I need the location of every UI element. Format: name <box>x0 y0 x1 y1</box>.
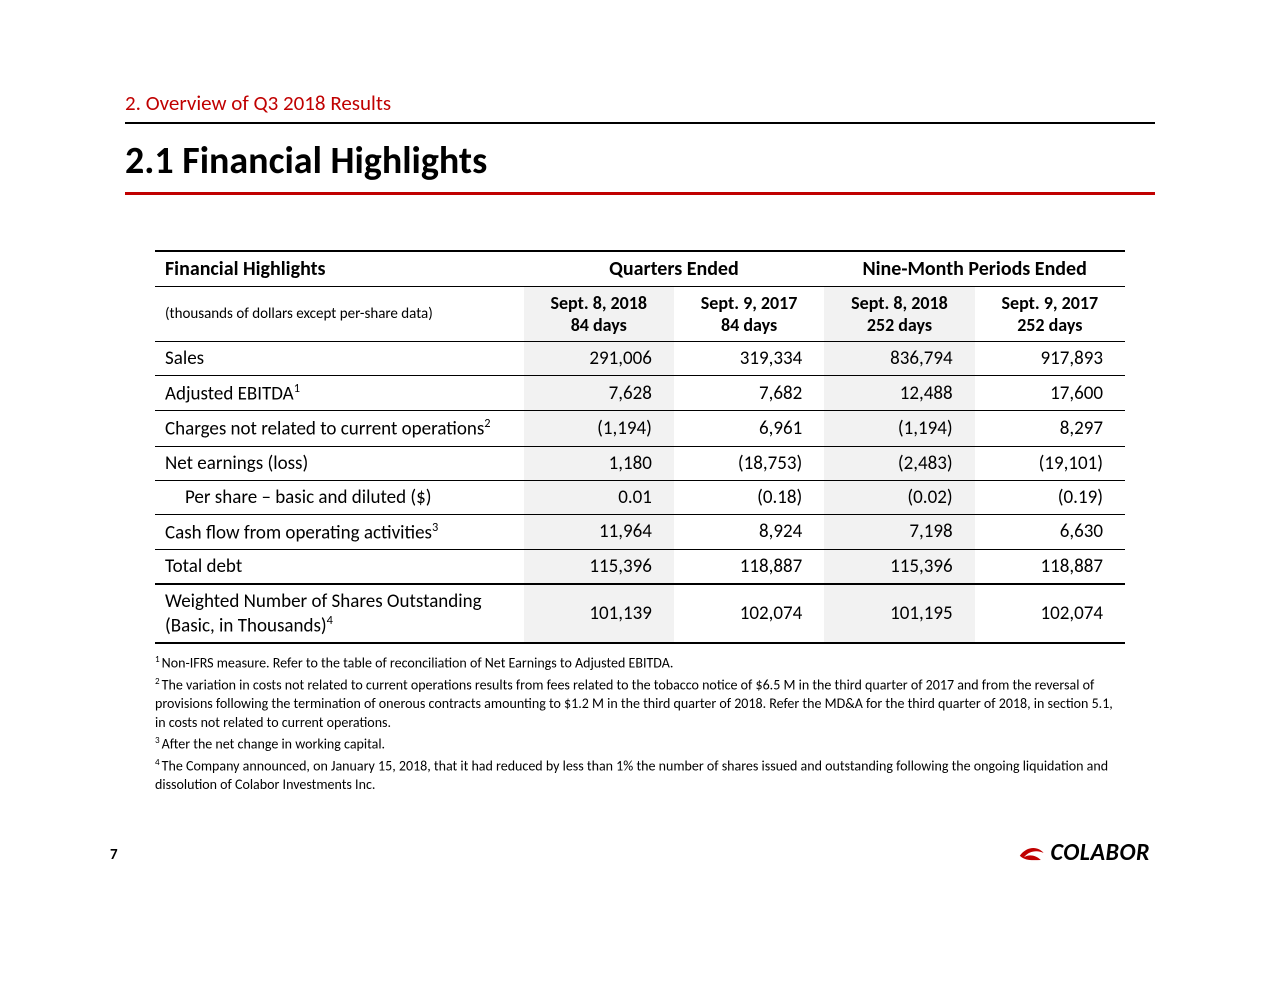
cell-value: (2,483) <box>824 446 974 480</box>
row-label: Cash flow from operating activities3 <box>155 514 524 549</box>
row-label: Per share – basic and diluted ($) <box>155 480 524 514</box>
row-label: Charges not related to current operation… <box>155 411 524 446</box>
cell-value: 7,198 <box>824 514 974 549</box>
page-title: 2.1 Financial Highlights <box>125 138 1155 184</box>
col-header-3: Sept. 9, 2017 252 days <box>975 287 1125 342</box>
financial-highlights-table: Financial Highlights Quarters Ended Nine… <box>155 250 1125 644</box>
cell-value: 8,924 <box>674 514 824 549</box>
row-label: Total debt <box>155 549 524 584</box>
cell-value: 101,195 <box>824 584 974 643</box>
brand-logo: COLABOR <box>1017 838 1150 867</box>
footnote: 1 Non-IFRS measure. Refer to the table o… <box>155 654 1125 674</box>
title-rule <box>125 192 1155 195</box>
table-row: Charges not related to current operation… <box>155 411 1125 446</box>
cell-value: 102,074 <box>975 584 1125 643</box>
cell-value: 118,887 <box>975 549 1125 584</box>
table-caption: Financial Highlights <box>155 251 524 287</box>
cell-value: 6,961 <box>674 411 824 446</box>
col-group-ninemonth: Nine-Month Periods Ended <box>824 251 1125 287</box>
cell-value: 7,628 <box>524 376 674 411</box>
footnote: 3 After the net change in working capita… <box>155 735 1125 755</box>
cell-value: 12,488 <box>824 376 974 411</box>
table-row: Per share – basic and diluted ($)0.01(0.… <box>155 480 1125 514</box>
cell-value: (1,194) <box>824 411 974 446</box>
col-header-3-line2: 252 days <box>1017 314 1082 336</box>
cell-value: 836,794 <box>824 342 974 376</box>
cell-value: 17,600 <box>975 376 1125 411</box>
cell-value: (19,101) <box>975 446 1125 480</box>
table-row: Weighted Number of Shares Outstanding (B… <box>155 584 1125 643</box>
col-header-2: Sept. 8, 2018 252 days <box>824 287 974 342</box>
row-label: Net earnings (loss) <box>155 446 524 480</box>
cell-value: (18,753) <box>674 446 824 480</box>
cell-value: 101,139 <box>524 584 674 643</box>
cell-value: 8,297 <box>975 411 1125 446</box>
page-number: 7 <box>110 846 118 864</box>
col-header-2-line2: 252 days <box>867 314 932 336</box>
cell-value: 7,682 <box>674 376 824 411</box>
cell-value: 319,334 <box>674 342 824 376</box>
cell-value: (0.18) <box>674 480 824 514</box>
table-row: Total debt115,396118,887115,396118,887 <box>155 549 1125 584</box>
col-group-quarters: Quarters Ended <box>524 251 825 287</box>
cell-value: 115,396 <box>824 549 974 584</box>
cell-value: (1,194) <box>524 411 674 446</box>
col-header-0-line1: Sept. 8, 2018 <box>550 292 647 314</box>
cell-value: 291,006 <box>524 342 674 376</box>
cell-value: 11,964 <box>524 514 674 549</box>
col-header-1-line1: Sept. 9, 2017 <box>701 292 798 314</box>
table-row: Sales291,006319,334836,794917,893 <box>155 342 1125 376</box>
section-rule <box>125 122 1155 124</box>
swoosh-icon <box>1017 841 1045 865</box>
cell-value: (0.19) <box>975 480 1125 514</box>
cell-value: 0.01 <box>524 480 674 514</box>
cell-value: 6,630 <box>975 514 1125 549</box>
section-label: 2. Overview of Q3 2018 Results <box>125 90 1155 116</box>
col-header-2-line1: Sept. 8, 2018 <box>851 292 948 314</box>
brand-name: COLABOR <box>1051 838 1150 867</box>
row-label: Weighted Number of Shares Outstanding (B… <box>155 584 524 643</box>
cell-value: 118,887 <box>674 549 824 584</box>
cell-value: 102,074 <box>674 584 824 643</box>
row-label: Sales <box>155 342 524 376</box>
table-row: Cash flow from operating activities311,9… <box>155 514 1125 549</box>
col-header-0: Sept. 8, 2018 84 days <box>524 287 674 342</box>
footnote: 2 The variation in costs not related to … <box>155 676 1125 733</box>
cell-value: 115,396 <box>524 549 674 584</box>
col-header-3-line1: Sept. 9, 2017 <box>1002 292 1099 314</box>
table-meta-label: (thousands of dollars except per-share d… <box>155 287 524 342</box>
cell-value: 917,893 <box>975 342 1125 376</box>
table-row: Net earnings (loss)1,180(18,753)(2,483)(… <box>155 446 1125 480</box>
row-label: Adjusted EBITDA1 <box>155 376 524 411</box>
cell-value: (0.02) <box>824 480 974 514</box>
col-header-1-line2: 84 days <box>721 314 777 336</box>
col-header-0-line2: 84 days <box>571 314 627 336</box>
table-row: Adjusted EBITDA17,6287,68212,48817,600 <box>155 376 1125 411</box>
col-header-1: Sept. 9, 2017 84 days <box>674 287 824 342</box>
footnote: 4 The Company announced, on January 15, … <box>155 757 1125 795</box>
cell-value: 1,180 <box>524 446 674 480</box>
footnotes: 1 Non-IFRS measure. Refer to the table o… <box>125 644 1155 795</box>
